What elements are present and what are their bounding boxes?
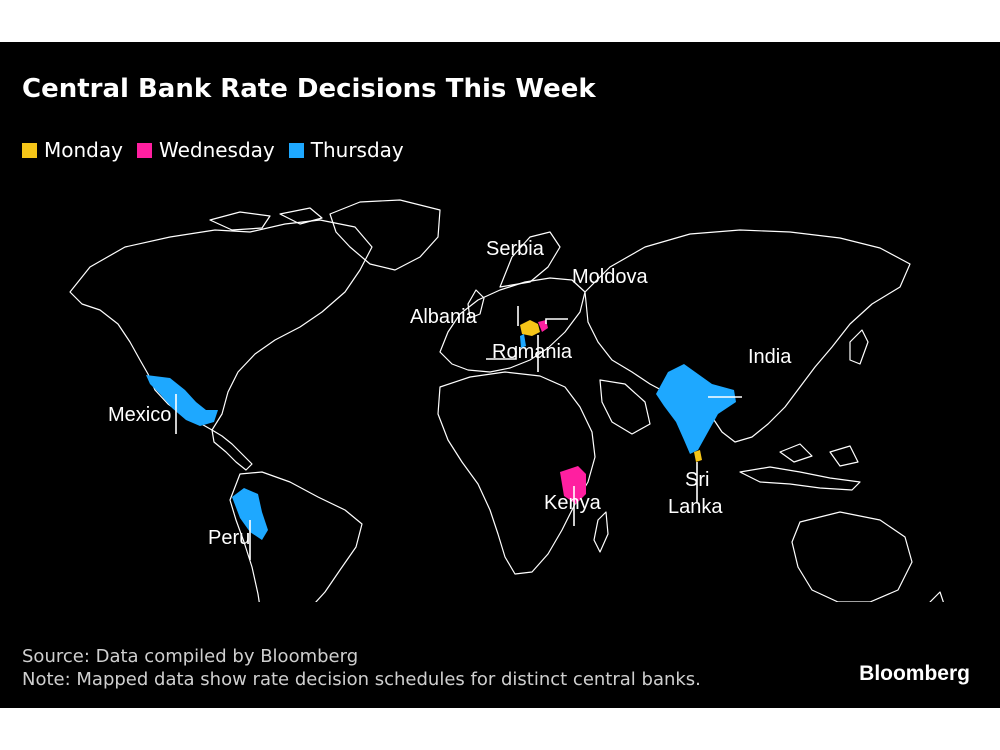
albania-shape bbox=[520, 334, 526, 348]
mexico-shape bbox=[146, 375, 218, 426]
serbia-shape bbox=[520, 320, 540, 336]
legend-label-wednesday: Wednesday bbox=[158, 138, 275, 162]
canada-islands-outline bbox=[209, 207, 323, 231]
legend-label-thursday: Thursday bbox=[310, 138, 404, 162]
chart-title: Central Bank Rate Decisions This Week bbox=[22, 74, 596, 104]
legend-label-monday: Monday bbox=[44, 138, 123, 162]
label-serbia: Serbia bbox=[486, 238, 544, 260]
label-moldova: Moldova bbox=[572, 266, 648, 288]
new-zealand-outline bbox=[929, 591, 944, 602]
legend-item-monday: Monday bbox=[22, 138, 123, 162]
japan-outline bbox=[849, 329, 869, 365]
source-note: Source: Data compiled by Bloomberg bbox=[22, 646, 359, 667]
peru-shape bbox=[232, 488, 268, 540]
north-america-outline bbox=[69, 219, 373, 431]
sri-lanka-shape bbox=[694, 450, 702, 462]
chart-panel: Central Bank Rate Decisions This Week Mo… bbox=[0, 42, 1000, 708]
asia-outline bbox=[584, 229, 911, 443]
legend-item-wednesday: Wednesday bbox=[136, 138, 275, 162]
africa-outline bbox=[437, 371, 596, 575]
uk-outline bbox=[467, 289, 485, 319]
india-shape bbox=[656, 364, 736, 454]
label-peru: Peru bbox=[208, 527, 251, 549]
greenland-outline bbox=[329, 199, 441, 271]
label-mexico: Mexico bbox=[108, 404, 172, 426]
scandinavia-outline bbox=[499, 231, 561, 288]
europe-outline bbox=[439, 277, 586, 373]
legend-swatch-monday bbox=[22, 142, 37, 158]
footnote: Note: Mapped data show rate decision sch… bbox=[22, 669, 701, 690]
indonesia-outline bbox=[739, 443, 861, 491]
label-india: India bbox=[748, 346, 792, 368]
madagascar-outline bbox=[593, 511, 609, 553]
legend-item-thursday: Thursday bbox=[288, 138, 404, 162]
label-sri: Sri bbox=[685, 469, 710, 491]
bloomberg-logo: Bloomberg bbox=[859, 662, 970, 685]
label-albania: Albania bbox=[410, 306, 477, 328]
leader-albania bbox=[486, 346, 517, 360]
kenya-shape bbox=[560, 466, 586, 504]
legend-swatch-wednesday bbox=[136, 142, 152, 158]
label-lanka: Lanka bbox=[668, 496, 723, 518]
central-america-outline bbox=[211, 429, 253, 471]
legend-swatch-thursday bbox=[288, 142, 304, 158]
label-kenya: Kenya bbox=[544, 492, 601, 514]
world-map bbox=[69, 199, 944, 602]
leader-moldova bbox=[545, 318, 568, 324]
legend: Monday Wednesday Thursday bbox=[22, 138, 404, 162]
australia-outline bbox=[791, 511, 913, 602]
arabia-outline bbox=[599, 379, 651, 435]
label-romania: Romania bbox=[492, 341, 573, 363]
south-america-outline bbox=[229, 471, 363, 602]
